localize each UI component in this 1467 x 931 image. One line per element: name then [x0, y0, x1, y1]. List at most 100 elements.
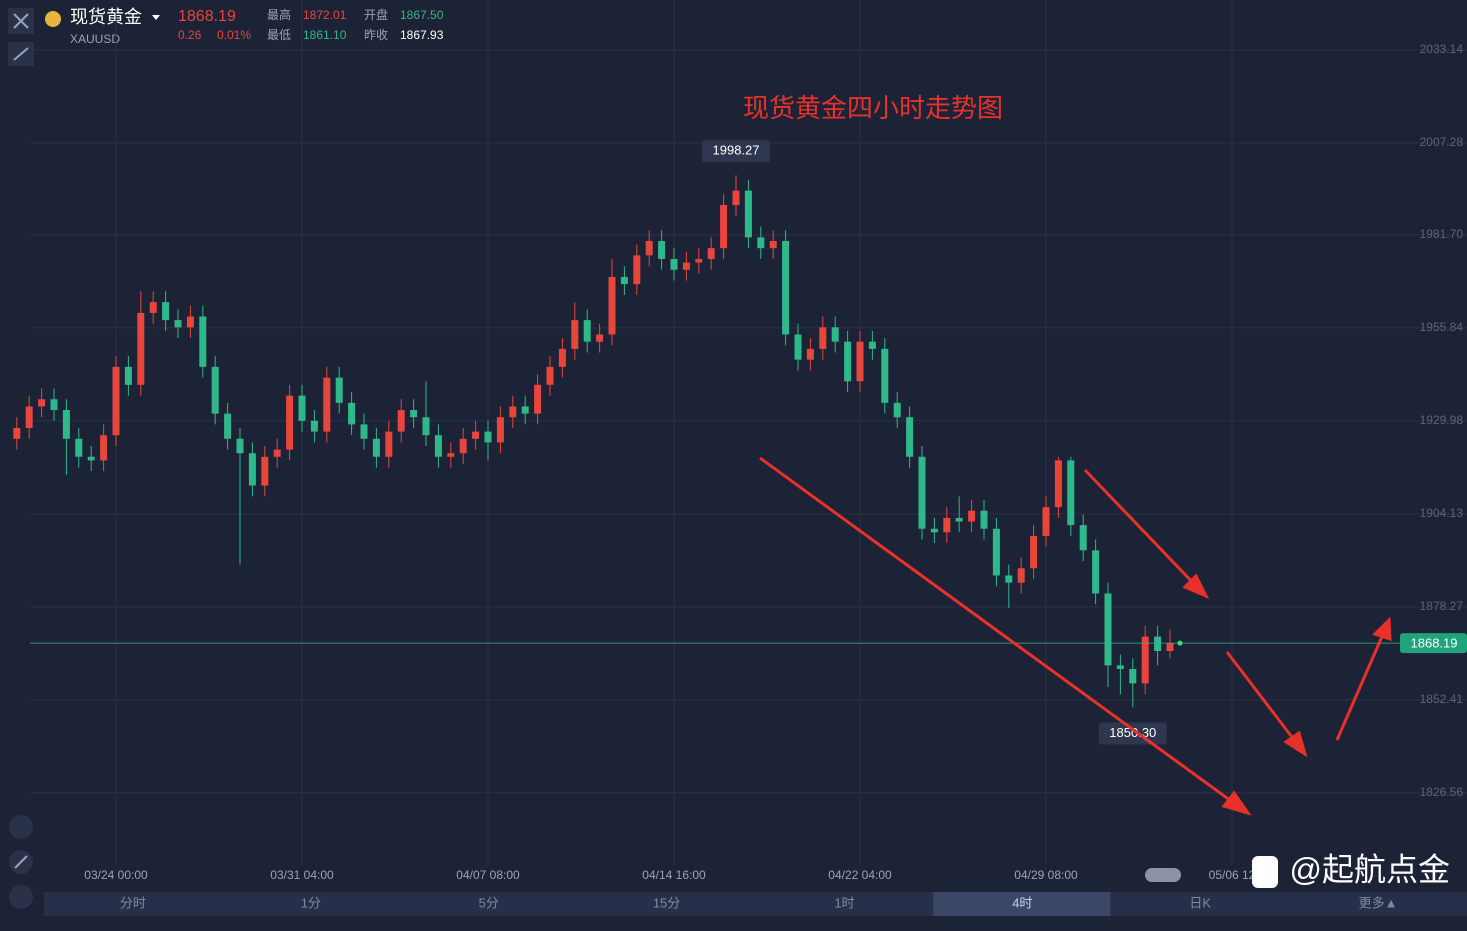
min-label-box: [1098, 722, 1167, 745]
x-tick-label: 05/06 12: [1209, 868, 1256, 882]
label: 昨收: [364, 28, 388, 42]
tab[interactable]: 日K: [1189, 895, 1211, 910]
arrow-head: [1283, 730, 1308, 758]
x-tick-label: 03/24 00:00: [84, 868, 148, 882]
candle-body: [422, 417, 430, 436]
candle-body: [174, 320, 182, 328]
candle-body: [992, 528, 1000, 576]
value: 1867.93: [400, 28, 444, 42]
plot: 2033.14 2007.28 1981.70 1955.84 1929.98 1904.…: [13, 0, 1467, 882]
y-tick-label: 1852.41: [1420, 692, 1464, 706]
y-tick-label: 2033.14: [1420, 42, 1464, 56]
candle-body: [1141, 636, 1149, 684]
candle-body: [410, 410, 418, 418]
candle-body: [695, 258, 703, 263]
candle-body: [472, 431, 480, 439]
candle-body: [546, 366, 554, 385]
chart-title: 现货黄金四小时走势图: [743, 93, 1003, 123]
quote-name[interactable]: 现货黄金: [70, 7, 142, 27]
candle-body: [50, 399, 58, 411]
compare-button[interactable]: [9, 885, 33, 909]
candle-body: [1030, 535, 1038, 569]
candle-body: [645, 240, 653, 256]
dropdown-icon[interactable]: [152, 15, 160, 20]
candle-body: [930, 528, 938, 533]
min-label: 1850.30: [1109, 725, 1156, 740]
candle-body: [100, 435, 108, 461]
candle-body: [769, 240, 777, 249]
tab[interactable]: 更多▲: [1359, 895, 1398, 910]
coin-icon: [45, 11, 61, 27]
candle-body: [1079, 525, 1087, 551]
candle-body: [385, 431, 393, 457]
candle-body: [744, 190, 752, 238]
y-tick-label: 1878.27: [1420, 599, 1464, 613]
close-icon[interactable]: [13, 13, 29, 29]
candle-body: [806, 348, 814, 360]
candle-body: [670, 258, 678, 270]
trend-arrows: [759, 456, 1392, 816]
draw-icon[interactable]: [14, 855, 28, 869]
candle-body: [782, 240, 790, 335]
y-tick-label: 2007.28: [1420, 135, 1464, 149]
candle-body: [893, 402, 901, 418]
candle-body: [596, 334, 604, 342]
last-price-dot: [1177, 640, 1183, 646]
candle-body: [881, 348, 889, 403]
candle-body: [1054, 460, 1062, 508]
tab[interactable]: 4时: [1012, 895, 1032, 910]
candle-body: [583, 320, 591, 342]
candle-body: [856, 341, 864, 382]
candle-body: [1129, 668, 1137, 684]
candle-body: [682, 262, 690, 270]
candle-body: [509, 406, 517, 418]
candle-body: [360, 424, 368, 439]
y-tick-label: 1929.98: [1420, 413, 1464, 427]
candle-body: [1104, 593, 1112, 666]
candle-body: [757, 237, 765, 249]
candle-body: [844, 341, 852, 382]
quote-price: 1868.19: [178, 8, 236, 25]
arrow: [1083, 468, 1199, 589]
candle-body: [112, 366, 120, 436]
value: 1861.10: [303, 28, 347, 42]
last-price-box: [1400, 633, 1467, 654]
candle-body: [459, 438, 467, 454]
max-label-box: [702, 140, 770, 163]
tab[interactable]: 15分: [653, 895, 680, 910]
quote-change: 0.26: [178, 28, 202, 42]
indicator-button[interactable]: [9, 815, 33, 839]
tab[interactable]: 5分: [479, 895, 499, 910]
period-tabs: 分时 1分 5分 15分 1时 4时 日K 更多▲: [44, 868, 1467, 916]
candle-body: [248, 453, 256, 486]
watermark-logo: [1252, 856, 1278, 888]
tab[interactable]: 分时: [120, 895, 146, 910]
arrow-head: [1221, 790, 1252, 816]
candle-body: [372, 438, 380, 457]
watermark: @起航点金: [1290, 851, 1451, 887]
tab[interactable]: 1时: [834, 895, 854, 910]
candle-body: [1092, 550, 1100, 594]
candle-body: [720, 205, 728, 249]
candle-body: [1166, 643, 1174, 651]
candle-body: [496, 417, 504, 443]
candle-body: [906, 417, 914, 457]
label: 最高: [267, 7, 291, 22]
collapse-icon[interactable]: [13, 47, 29, 61]
arrow: [1335, 631, 1386, 741]
candle-body: [25, 406, 33, 429]
candle-body: [968, 510, 976, 522]
value: 1867.50: [400, 8, 444, 22]
quote-symbol: XAUUSD: [70, 32, 120, 46]
arrow: [1225, 651, 1300, 746]
candle-body: [62, 410, 70, 439]
candle-body: [571, 320, 579, 349]
label: 开盘: [364, 7, 388, 22]
candle-body: [1067, 460, 1075, 526]
candle-body: [1042, 507, 1050, 536]
candle-body: [955, 517, 963, 522]
tab[interactable]: 1分: [301, 895, 321, 910]
candle-body: [323, 377, 331, 432]
candle-body: [261, 456, 269, 486]
